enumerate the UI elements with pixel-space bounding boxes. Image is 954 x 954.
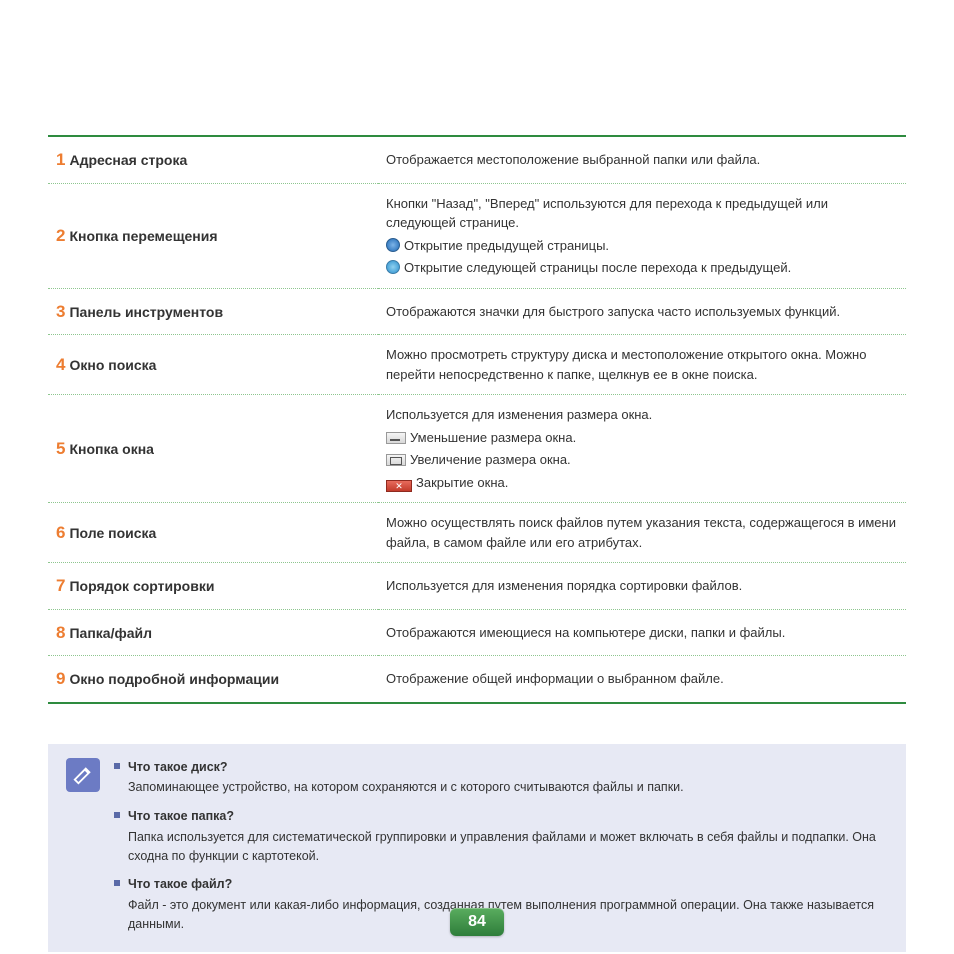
bullet-icon: [114, 880, 120, 886]
note-question: Что такое папка?: [114, 807, 888, 826]
term-label: Кнопка окна: [69, 441, 154, 457]
term-label: Поле поиска: [69, 525, 156, 541]
row-number: 3: [56, 302, 65, 321]
table-row: 6Поле поискаМожно осуществлять поиск фай…: [48, 503, 906, 563]
table-row: 9Окно подробной информации Отображение об…: [48, 656, 906, 703]
description-cell: Отображаются значки для быстрого запуска…: [378, 288, 906, 335]
note-body: Что такое диск? Запоминающее устройство, …: [114, 758, 888, 934]
description-cell: Отображается местоположение выбранной па…: [378, 136, 906, 183]
sub-text: Уменьшение размера окна.: [410, 430, 576, 445]
description-cell: Используется для изменения порядка сорти…: [378, 563, 906, 610]
description-cell: Можно просмотреть структуру диска и мест…: [378, 335, 906, 395]
sub-text: Открытие предыдущей страницы.: [404, 238, 609, 253]
term-cell: 1Адресная строка: [48, 136, 378, 183]
sub-line: Уменьшение размера окна.: [386, 428, 898, 448]
fwd-icon: [386, 260, 400, 274]
sub-text: Увеличение размера окна.: [410, 452, 571, 467]
term-label: Порядок сортировки: [69, 578, 214, 594]
row-number: 5: [56, 439, 65, 458]
note-question-text: Что такое папка?: [128, 809, 234, 823]
description-cell: Кнопки "Назад", "Вперед" используются дл…: [378, 183, 906, 288]
sub-line: Открытие следующей страницы после перехо…: [386, 258, 898, 278]
description-text: Отображается местоположение выбранной па…: [386, 152, 760, 167]
note-answer: Папка используется для систематической г…: [114, 828, 888, 866]
description-text: Используется для изменения порядка сорти…: [386, 578, 742, 593]
min-icon: [386, 432, 406, 444]
row-number: 2: [56, 226, 65, 245]
term-cell: 5Кнопка окна: [48, 395, 378, 503]
note-item: Что такое диск? Запоминающее устройство, …: [114, 758, 888, 798]
description-text: Можно осуществлять поиск файлов путем ук…: [386, 515, 896, 550]
row-number: 8: [56, 623, 65, 642]
page-number: 84: [468, 913, 486, 931]
bullet-icon: [114, 763, 120, 769]
note-item: Что такое папка? Папка используется для с…: [114, 807, 888, 865]
note-question-text: Что такое файл?: [128, 877, 232, 891]
description-cell: Можно осуществлять поиск файлов путем ук…: [378, 503, 906, 563]
sub-line: Увеличение размера окна.: [386, 450, 898, 470]
term-cell: 3Панель инструментов: [48, 288, 378, 335]
term-label: Кнопка перемещения: [69, 228, 217, 244]
term-cell: 7Порядок сортировки: [48, 563, 378, 610]
description-intro: Используется для изменения размера окна.: [386, 405, 898, 425]
row-number: 4: [56, 355, 65, 374]
table-row: 8Папка/файл Отображаются имеющиеся на ком…: [48, 609, 906, 656]
sub-text: Закрытие окна.: [416, 475, 508, 490]
description-text: Можно просмотреть структуру диска и мест…: [386, 347, 866, 382]
description-intro: Кнопки "Назад", "Вперед" используются дл…: [386, 194, 898, 233]
sub-line: ✕ Закрытие окна.: [386, 473, 898, 493]
back-icon: [386, 238, 400, 252]
table-row: 2Кнопка перемещенияКнопки "Назад", "Впер…: [48, 183, 906, 288]
description-text: Отображаются имеющиеся на компьютере дис…: [386, 625, 785, 640]
description-cell: Отображение общей информации о выбранном…: [378, 656, 906, 703]
note-question-text: Что такое диск?: [128, 760, 228, 774]
table-row: 3Панель инструментов Отображаются значки …: [48, 288, 906, 335]
close-icon: ✕: [386, 480, 412, 492]
term-label: Окно подробной информации: [69, 671, 279, 687]
row-number: 1: [56, 150, 65, 169]
table-row: 7Порядок сортировки Используется для изме…: [48, 563, 906, 610]
term-cell: 4Окно поиска: [48, 335, 378, 395]
bullet-icon: [114, 812, 120, 818]
definitions-table: 1Адресная строка Отображается местоположе…: [48, 135, 906, 704]
description-text: Отображение общей информации о выбранном…: [386, 671, 724, 686]
term-cell: 9Окно подробной информации: [48, 656, 378, 703]
sub-text: Открытие следующей страницы после перехо…: [404, 260, 791, 275]
term-label: Адресная строка: [69, 152, 187, 168]
description-text: Отображаются значки для быстрого запуска…: [386, 304, 840, 319]
row-number: 7: [56, 576, 65, 595]
max-icon: [386, 454, 406, 466]
term-cell: 2Кнопка перемещения: [48, 183, 378, 288]
row-number: 9: [56, 669, 65, 688]
term-label: Папка/файл: [69, 625, 152, 641]
note-question: Что такое файл?: [114, 875, 888, 894]
pencil-note-icon: [66, 758, 100, 792]
row-number: 6: [56, 523, 65, 542]
table-row: 5Кнопка окнаИспользуется для изменения р…: [48, 395, 906, 503]
document-page: 1Адресная строка Отображается местоположе…: [0, 0, 954, 952]
note-answer: Запоминающее устройство, на котором сохр…: [114, 778, 888, 797]
description-cell: Используется для изменения размера окна.…: [378, 395, 906, 503]
note-question: Что такое диск?: [114, 758, 888, 777]
description-cell: Отображаются имеющиеся на компьютере дис…: [378, 609, 906, 656]
table-row: 1Адресная строка Отображается местоположе…: [48, 136, 906, 183]
term-label: Окно поиска: [69, 357, 156, 373]
term-label: Панель инструментов: [69, 304, 223, 320]
page-number-badge: 84: [450, 908, 504, 936]
term-cell: 6Поле поиска: [48, 503, 378, 563]
sub-line: Открытие предыдущей страницы.: [386, 236, 898, 256]
term-cell: 8Папка/файл: [48, 609, 378, 656]
table-row: 4Окно поискаМожно просмотреть структуру …: [48, 335, 906, 395]
